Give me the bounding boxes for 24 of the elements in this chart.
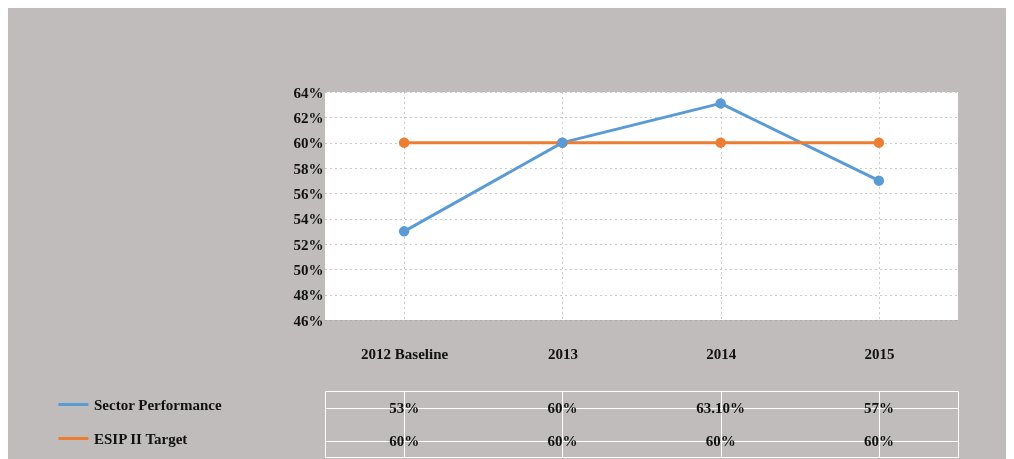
data-label: 60% [389, 432, 420, 449]
data-label: 60% [547, 399, 578, 416]
y-tick-label: 46% [293, 312, 324, 329]
x-tick-label: 2014 [706, 345, 737, 362]
y-tick-label: 64% [293, 84, 324, 101]
data-label: 53% [389, 399, 420, 416]
x-tick-label: 2015 [864, 345, 895, 362]
x-tick-label: 2013 [547, 345, 578, 362]
x-tick-label: 2012 Baseline [361, 345, 449, 362]
y-tick-label: 50% [293, 261, 324, 278]
data-label: 60% [547, 432, 578, 449]
data-label: 60% [863, 432, 894, 449]
y-tick-label: 62% [293, 109, 324, 126]
y-tick-label: 48% [293, 287, 324, 304]
legend-label: Sector Performance [94, 396, 222, 413]
y-tick-label: 58% [293, 160, 324, 177]
y-tick-label: 56% [293, 185, 324, 202]
data-label: 63.10% [696, 399, 745, 416]
legend-label: ESIP II Target [94, 430, 188, 447]
data-label: 57% [863, 399, 894, 416]
data-label: 60% [705, 432, 736, 449]
y-tick-label: 60% [293, 135, 324, 152]
y-tick-label: 52% [293, 236, 324, 253]
y-tick-label: 54% [293, 211, 324, 228]
